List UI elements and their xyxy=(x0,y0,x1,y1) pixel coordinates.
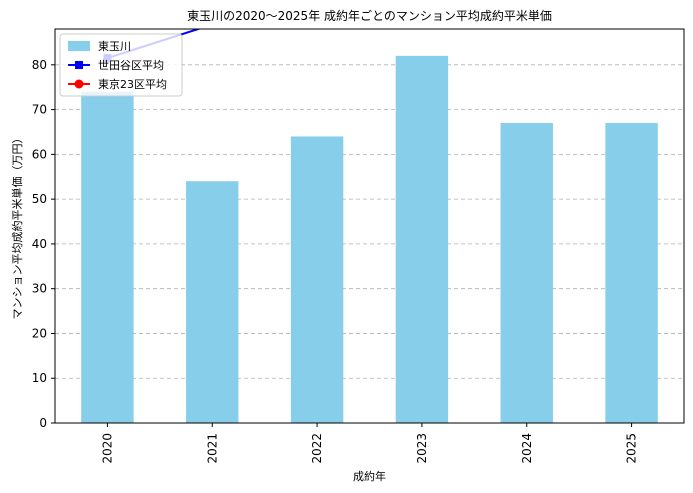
plot-frame xyxy=(54,28,685,424)
line-marker xyxy=(106,29,108,30)
legend-label: 東京23区平均 xyxy=(98,77,167,91)
legend-swatch xyxy=(68,41,90,51)
legend-box xyxy=(59,33,183,97)
x-tick-label: 2021 xyxy=(205,433,219,464)
x-tick-label: 2025 xyxy=(625,433,639,464)
bars xyxy=(81,55,658,423)
legend-marker xyxy=(74,79,84,89)
y-axis: 0 10 20 30 40 50 60 70 80 xyxy=(32,58,55,430)
x-tick-label: 2022 xyxy=(310,433,324,464)
y-tick-label: 20 xyxy=(32,326,47,340)
bar xyxy=(186,181,239,423)
x-axis-title: 成約年 xyxy=(353,469,386,483)
bar xyxy=(290,136,344,423)
x-tick-label: 2024 xyxy=(520,433,534,464)
legend-label: 世田谷区平均 xyxy=(98,59,164,72)
x-axis: 2020 2021 2022 2023 2024 2025 xyxy=(100,423,639,464)
y-tick-label: 80 xyxy=(32,58,47,72)
chart-title: 東玉川の2020〜2025年 成約年ごとのマンション平均成約平米単価 xyxy=(187,8,552,23)
gridlines xyxy=(55,64,684,424)
y-tick-label: 70 xyxy=(32,103,47,117)
legend-marker xyxy=(75,61,83,69)
y-tick-label: 30 xyxy=(32,282,47,296)
y-tick-label: 0 xyxy=(39,416,47,430)
bar xyxy=(605,123,658,423)
x-tick-label: 2020 xyxy=(100,433,114,464)
legend-label: 東玉川 xyxy=(98,40,131,53)
bar xyxy=(500,123,553,423)
y-tick-label: 10 xyxy=(32,371,47,385)
y-tick-label: 50 xyxy=(32,192,47,206)
x-tick-label: 2023 xyxy=(415,433,429,464)
y-tick-label: 40 xyxy=(32,237,47,251)
bar xyxy=(395,55,449,423)
y-axis-title: マンション平均成約平米単価（万円） xyxy=(10,133,24,320)
y-tick-label: 60 xyxy=(32,147,47,161)
bar xyxy=(81,91,134,423)
